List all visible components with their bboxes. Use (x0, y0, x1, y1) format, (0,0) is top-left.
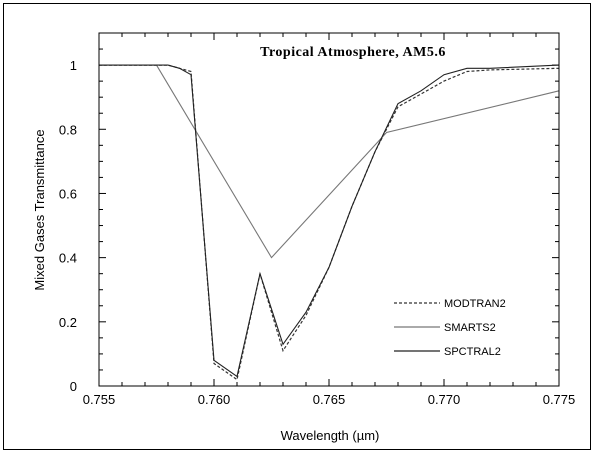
x-tick-label: 0.760 (198, 392, 231, 407)
labels-layer: 0.755 0.760 0.765 0.770 0.775 0 0.2 0.4 0.6 0.8 1 (59, 58, 575, 407)
y-tick-label: 0.8 (59, 122, 77, 137)
legend-label-spctral2: SPCTRAL2 (444, 346, 501, 358)
legend-label-smarts2: SMARTS2 (444, 322, 496, 334)
x-tick-label: 0.770 (428, 392, 461, 407)
series-layer (99, 64, 560, 381)
y-tick-label: 0.6 (59, 186, 77, 201)
y-tick-label: 0.4 (59, 251, 77, 266)
y-axis-label: Mixed Gases Transmittance (32, 129, 47, 290)
legend-label-modtran2: MODTRAN2 (444, 298, 506, 310)
x-tick-label: 0.775 (543, 392, 576, 407)
y-tick-label: 0.2 (59, 315, 77, 330)
series-line-modtran2 (99, 64, 560, 381)
plot-area (98, 32, 560, 387)
y-tick-label: 0 (70, 379, 77, 394)
chart-frame (3, 3, 591, 450)
x-tick-label: 0.765 (313, 392, 346, 407)
y-tick-label: 1 (70, 58, 77, 73)
series-line-smarts2 (99, 64, 560, 259)
chart-title: Tropical Atmosphere, AM5.6 (260, 45, 446, 60)
x-axis-label: Wavelength (µm) (281, 428, 380, 443)
series-line-spctral2 (99, 64, 560, 378)
legend: MODTRAN2 SMARTS2 SPCTRAL2 (394, 298, 506, 358)
x-tick-label: 0.755 (83, 392, 116, 407)
